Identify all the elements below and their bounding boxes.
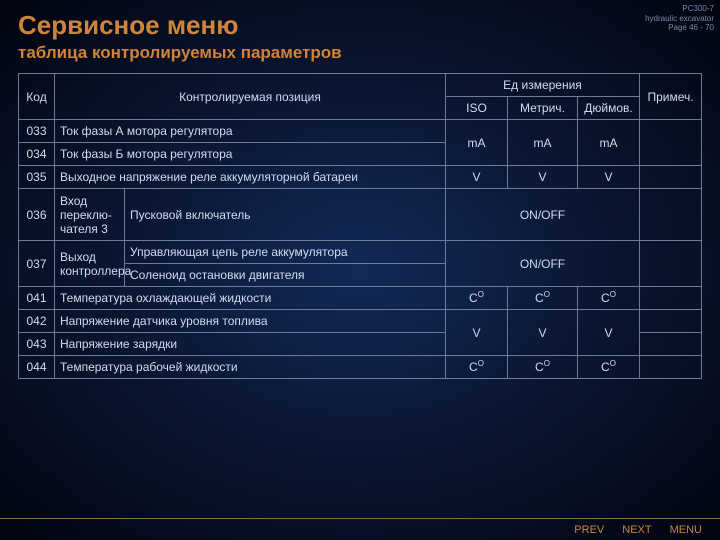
cell-met: V [507, 166, 577, 189]
cell-code: 034 [19, 143, 55, 166]
meta-page: Page 46 - 70 [645, 23, 714, 33]
cell-pos: Ток фазы А мотора регулятора [55, 120, 446, 143]
cell-inch: CO [577, 356, 639, 379]
cell-code: 036 [19, 189, 55, 241]
th-position: Контролируемая позиция [55, 74, 446, 120]
cell-met: CO [507, 287, 577, 310]
cell-code: 033 [19, 120, 55, 143]
meta-type: hydraulic excavator [645, 14, 714, 24]
cell-pos: Температура охлаждающей жидкости [55, 287, 446, 310]
cell-group: Вход переклю-чателя 3 [55, 189, 125, 241]
cell-code: 041 [19, 287, 55, 310]
cell-sub: Соленоид остановки двигателя [125, 264, 446, 287]
cell-pos: Температура рабочей жидкости [55, 356, 446, 379]
cell-sub: Управляющая цепь реле аккумулятора [125, 241, 446, 264]
cell-code: 037 [19, 241, 55, 287]
cell-met: mA [507, 120, 577, 166]
cell-code: 043 [19, 333, 55, 356]
cell-met: V [507, 310, 577, 356]
th-code: Код [19, 74, 55, 120]
cell-note [640, 333, 702, 356]
cell-pos: Выходное напряжение реле аккумуляторной … [55, 166, 446, 189]
th-note: Примеч. [640, 74, 702, 120]
cell-met: CO [507, 356, 577, 379]
cell-sub: Пусковой включатель [125, 189, 446, 241]
th-metric: Метрич. [507, 97, 577, 120]
meta-model: PC300-7 [645, 4, 714, 14]
prev-button[interactable]: PREV [574, 524, 604, 536]
page-subtitle: таблица контролируемых параметров [0, 43, 720, 73]
cell-iso: V [445, 310, 507, 356]
cell-note [640, 287, 702, 310]
menu-button[interactable]: MENU [670, 524, 702, 536]
th-iso: ISO [445, 97, 507, 120]
cell-note [640, 310, 702, 333]
th-unit: Ед измерения [445, 74, 639, 97]
parameter-table: Код Контролируемая позиция Ед измерения … [18, 73, 702, 379]
parameter-table-wrap: Код Контролируемая позиция Ед измерения … [0, 73, 720, 379]
th-inch: Дюймов. [577, 97, 639, 120]
cell-pos: Напряжение датчика уровня топлива [55, 310, 446, 333]
cell-pos: Ток фазы Б мотора регулятора [55, 143, 446, 166]
cell-inch: mA [577, 120, 639, 166]
page-title: Сервисное меню [0, 0, 720, 43]
cell-onoff: ON/OFF [445, 241, 639, 287]
cell-iso: CO [445, 356, 507, 379]
next-button[interactable]: NEXT [622, 524, 651, 536]
cell-note [640, 241, 702, 287]
page-meta: PC300-7 hydraulic excavator Page 46 - 70 [645, 4, 714, 33]
footer-nav: PREV NEXT MENU [0, 518, 720, 540]
cell-group: Выход контроллера [55, 241, 125, 287]
cell-iso: V [445, 166, 507, 189]
cell-pos: Напряжение зарядки [55, 333, 446, 356]
cell-note [640, 166, 702, 189]
cell-inch: V [577, 166, 639, 189]
cell-code: 042 [19, 310, 55, 333]
cell-note [640, 356, 702, 379]
cell-note [640, 120, 702, 166]
cell-note [640, 189, 702, 241]
cell-code: 044 [19, 356, 55, 379]
cell-onoff: ON/OFF [445, 189, 639, 241]
cell-code: 035 [19, 166, 55, 189]
cell-iso: CO [445, 287, 507, 310]
cell-inch: CO [577, 287, 639, 310]
cell-inch: V [577, 310, 639, 356]
cell-iso: mA [445, 120, 507, 166]
